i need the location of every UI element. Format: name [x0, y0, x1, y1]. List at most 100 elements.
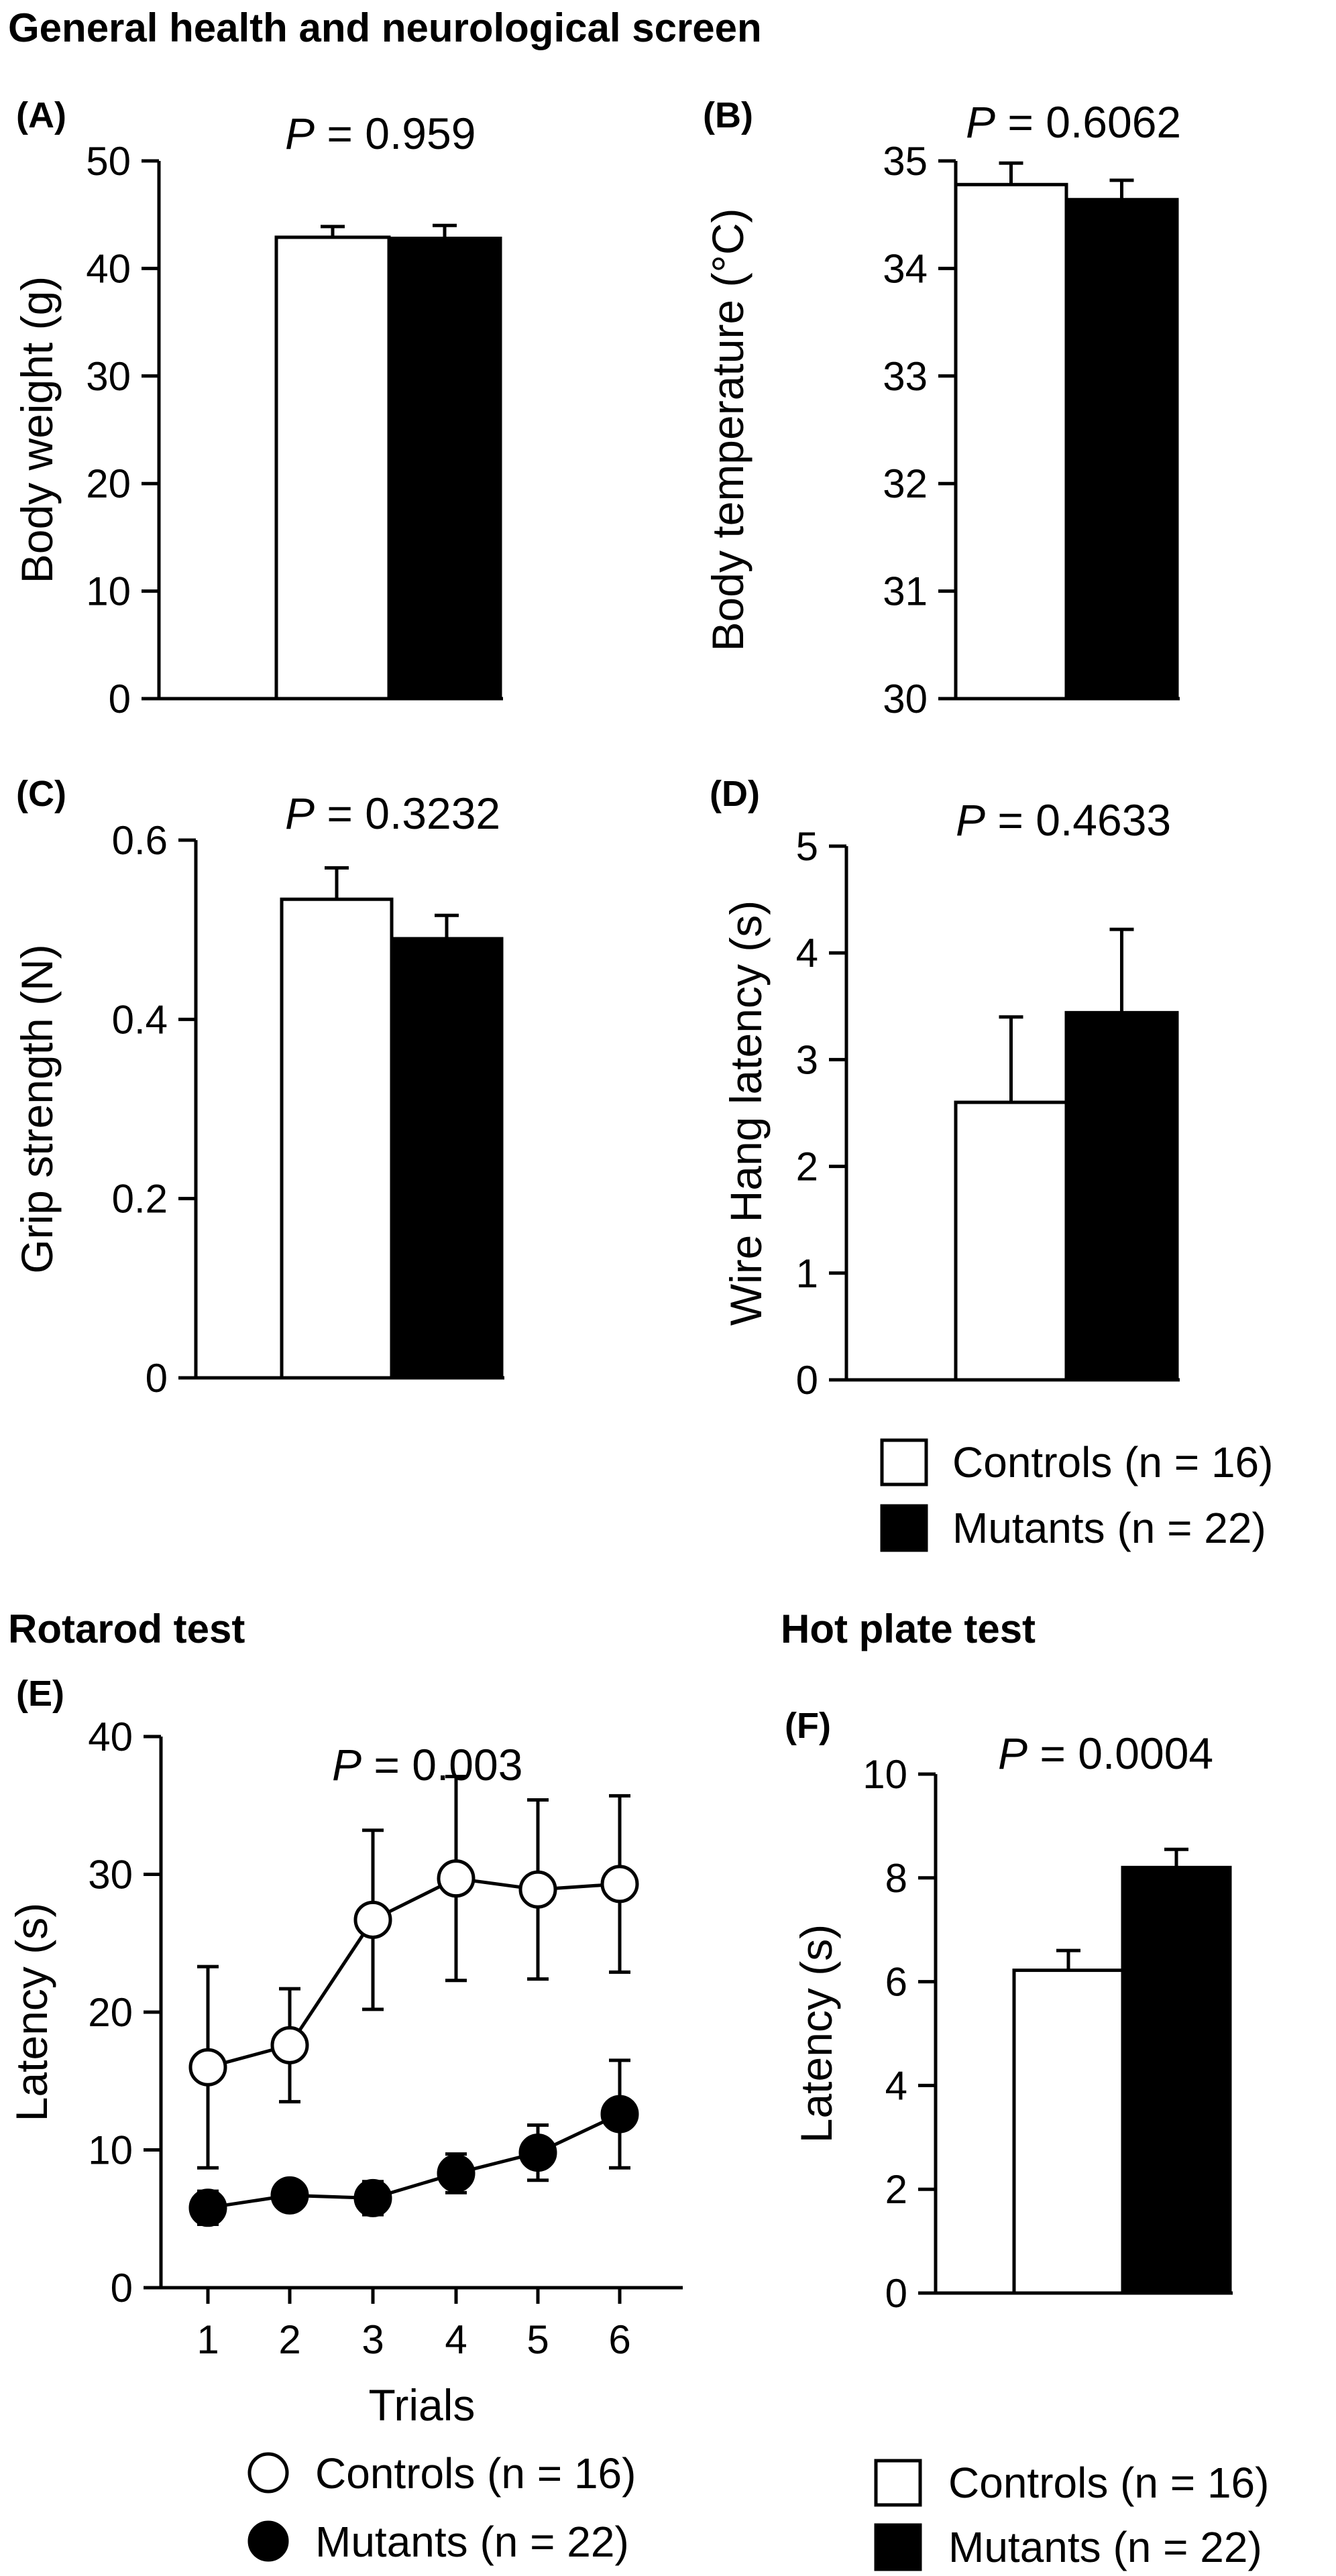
legend-label-controls: Controls (n = 16): [948, 2459, 1269, 2507]
y-tick-label: 40: [88, 1714, 133, 1759]
p-symbol: P: [966, 97, 995, 147]
section-title-general: General health and neurological screen: [8, 5, 762, 50]
p-value-label: P = 0.4633: [956, 795, 1171, 845]
p-symbol: P: [332, 1740, 361, 1790]
section-title-rotarod: Rotarod test: [8, 1606, 245, 1651]
y-tick-label: 8: [885, 1856, 907, 1901]
y-axis-label: Wire Hang latency (s): [721, 900, 771, 1326]
p-value: = 0.3232: [315, 788, 500, 838]
panel-c-grip-strength: (C) P = 0.3232 Grip strength (N) 0 0.2 0.4 0.6: [12, 774, 504, 1401]
y-tick-label: 40: [86, 246, 131, 291]
y-tick-label: 20: [86, 461, 131, 506]
legend-swatch-mutants: [880, 1504, 928, 1552]
panel-letter: (B): [703, 95, 753, 135]
bar-mutants: [390, 937, 504, 1380]
y-tick-label: 10: [862, 1752, 907, 1797]
panel-a-body-weight: (A) P = 0.959 Body weight (g) 0 10 20 30 40 50: [12, 95, 503, 721]
p-value: = 0.959: [315, 109, 476, 158]
legend-bars-top: Controls (n = 16) Mutants (n = 22): [880, 1438, 1273, 1552]
legend-label-mutants: Mutants (n = 22): [315, 2518, 629, 2566]
y-tick-label: 30: [883, 677, 928, 721]
bar-mutants: [1064, 1010, 1179, 1382]
panel-letter: (F): [785, 1706, 831, 1746]
series-line-mutants: [207, 2112, 621, 2210]
y-tick-label: 10: [86, 569, 131, 614]
y-tick-label: 32: [883, 461, 928, 506]
series-line-controls: [207, 1877, 620, 2069]
legend-swatch-mutants: [874, 2523, 922, 2571]
y-tick-label: 0: [885, 2271, 907, 2316]
p-value-label: P = 0.003: [332, 1740, 522, 1790]
y-tick-label: 4: [885, 2063, 907, 2108]
panel-d-wire-hang-latency: (D) P = 0.4633 Wire Hang latency (s) 0 1 2 3 4 5: [710, 774, 1180, 1403]
y-tick-label: 3: [796, 1037, 818, 1082]
data-point-mutants: [600, 2095, 639, 2133]
data-point-mutants: [270, 2176, 309, 2215]
legend-label-mutants: Mutants (n = 22): [952, 1504, 1266, 1552]
y-tick-label: 30: [88, 1853, 133, 1897]
p-value: = 0.4633: [985, 795, 1171, 845]
legend-label-controls: Controls (n = 16): [952, 1438, 1273, 1486]
panel-b-body-temperature: (B) P = 0.6062 Body temperature (°C) 30 31 32…: [703, 95, 1181, 721]
y-tick-label: 30: [86, 354, 131, 399]
x-tick-label: 2: [278, 2317, 300, 2362]
section-title-hotplate: Hot plate test: [781, 1606, 1036, 1651]
p-symbol: P: [285, 788, 315, 838]
p-symbol: P: [285, 109, 315, 158]
y-axis-label: Latency (s): [791, 1924, 841, 2143]
data-point-controls: [518, 1870, 557, 1909]
data-point-controls: [600, 1865, 639, 1904]
y-tick-label: 35: [883, 139, 928, 184]
panel-letter: (C): [16, 774, 66, 814]
p-value: = 0.003: [361, 1740, 522, 1790]
legend-label-mutants: Mutants (n = 22): [948, 2523, 1262, 2571]
y-tick-label: 34: [883, 246, 928, 291]
data-point-mutants: [188, 2188, 227, 2227]
panel-e-rotarod-latency: (E) P = 0.003 Latency (s) 0 10 20 30 40 1 2 3 4 5 6 Tr…: [7, 1674, 683, 2430]
y-tick-label: 6: [885, 1960, 907, 2005]
data-point-controls: [188, 2048, 227, 2087]
data-point-controls: [270, 2026, 309, 2064]
y-tick-label: 0.6: [112, 818, 168, 863]
y-tick-label: 0: [796, 1358, 818, 1403]
y-tick-label: 2: [796, 1145, 818, 1189]
p-value: = 0.6062: [995, 97, 1181, 147]
panel-f-hot-plate-latency: (F) P = 0.0004 Latency (s) 0 2 4 6 8 10: [785, 1706, 1233, 2316]
y-tick-label: 20: [88, 1990, 133, 2035]
y-axis-label: Grip strength (N): [12, 944, 62, 1273]
p-value: = 0.0004: [1027, 1729, 1213, 1778]
x-tick-label: 5: [526, 2317, 549, 2362]
p-symbol: P: [998, 1729, 1027, 1778]
data-point-mutants: [353, 2178, 392, 2217]
bar-controls: [954, 1100, 1068, 1382]
p-value-label: P = 0.6062: [966, 97, 1181, 147]
p-value-label: P = 0.0004: [998, 1729, 1213, 1778]
legend-swatch-controls: [874, 2459, 922, 2507]
y-tick-label: 50: [86, 139, 131, 184]
y-axis-label: Body temperature (°C): [703, 209, 753, 652]
panel-letter: (D): [710, 774, 760, 814]
y-tick-label: 0.4: [112, 997, 168, 1042]
p-symbol: P: [956, 795, 985, 845]
x-tick-label: 3: [361, 2317, 384, 2362]
bar-controls: [274, 235, 391, 701]
y-tick-label: 0.2: [112, 1177, 168, 1222]
bar-mutants: [387, 236, 502, 701]
legend-marker-controls: [247, 2452, 289, 2494]
y-tick-label: 33: [883, 354, 928, 399]
y-tick-label: 5: [796, 824, 818, 869]
p-value-label: P = 0.3232: [285, 788, 500, 838]
panel-letter: (A): [16, 95, 66, 135]
bar-controls: [1012, 1969, 1125, 2295]
y-tick-label: 10: [88, 2128, 133, 2173]
bar-controls: [280, 897, 394, 1380]
x-tick-label: 4: [445, 2317, 467, 2362]
x-tick-label: 1: [197, 2317, 219, 2362]
y-tick-label: 0: [111, 2266, 133, 2310]
legend-bars-hotplate: Controls (n = 16) Mutants (n = 22): [874, 2459, 1269, 2571]
data-point-mutants: [437, 2154, 476, 2192]
y-tick-label: 1: [796, 1251, 818, 1296]
y-tick-label: 31: [883, 569, 928, 614]
bar-controls: [954, 182, 1068, 701]
y-tick-label: 4: [796, 931, 818, 976]
